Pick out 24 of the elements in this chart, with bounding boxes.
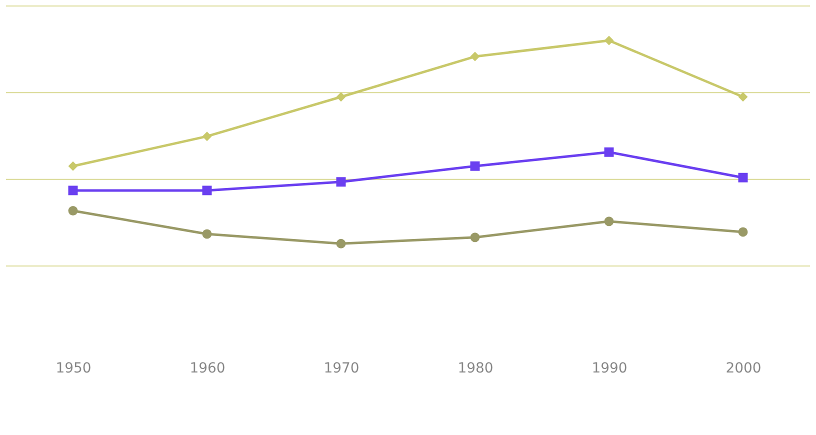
point [470,161,480,171]
point [68,161,78,171]
point [470,232,480,242]
point [470,52,480,62]
x-tick-label: 2000 [726,360,762,376]
point [336,238,346,248]
point [738,227,748,237]
x-tick-label: 1980 [458,360,494,376]
point [738,172,748,182]
point [202,132,212,142]
x-tick-label: 1990 [592,360,628,376]
point [202,229,212,239]
point [336,92,346,102]
x-tick-label: 1960 [190,360,226,376]
point [336,177,346,187]
point [604,216,614,226]
point [202,186,212,196]
point [68,206,78,216]
x-tick-label: 1970 [324,360,360,376]
point [604,36,614,46]
point [738,92,748,102]
point [604,147,614,157]
x-tick-label: 1950 [56,360,92,376]
point [68,186,78,196]
